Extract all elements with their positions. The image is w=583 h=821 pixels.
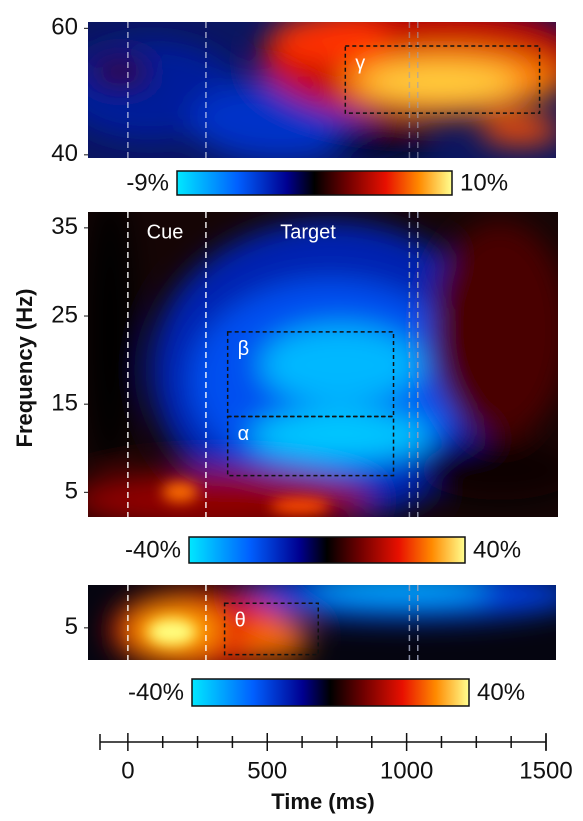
figure: Cue Target Frequency (Hz) Time (ms) 40 60… xyxy=(0,0,583,821)
colorbar-label: 40% xyxy=(477,679,525,706)
colorbar xyxy=(192,679,469,706)
colorbar-label: -40% xyxy=(128,679,184,706)
y-tick-label: 15 xyxy=(51,390,78,417)
annotation: Cue xyxy=(147,221,184,243)
colorbar xyxy=(189,537,465,563)
y-tick-label: 5 xyxy=(65,613,78,640)
heatmap-theta xyxy=(88,570,580,670)
y-tick-label: 35 xyxy=(51,213,78,240)
x-tick-label: 500 xyxy=(247,757,287,784)
x-tick-label: 1000 xyxy=(380,757,433,784)
colorbar-label: 40% xyxy=(473,536,521,563)
colorbar-label: -40% xyxy=(125,536,181,563)
x-tick-label: 1500 xyxy=(519,757,572,784)
y-tick-label: 40 xyxy=(51,140,78,167)
annotation: Target xyxy=(280,221,336,243)
heatmap-gamma xyxy=(60,0,580,160)
colorbar-label: -9% xyxy=(126,169,169,196)
y-tick-label: 25 xyxy=(51,301,78,328)
x-axis-label: Time (ms) xyxy=(271,789,375,814)
roi-label: γ xyxy=(355,52,365,74)
y-axis-label: Frequency (Hz) xyxy=(12,289,37,448)
colorbar xyxy=(177,171,452,195)
roi-label: β xyxy=(238,338,250,360)
y-tick-label: 60 xyxy=(51,14,78,41)
x-tick-label: 0 xyxy=(121,757,134,784)
y-tick-label: 5 xyxy=(65,478,78,505)
roi-label: θ xyxy=(235,609,246,631)
colorbar-label: 10% xyxy=(460,169,508,196)
roi-label: α xyxy=(238,423,250,445)
